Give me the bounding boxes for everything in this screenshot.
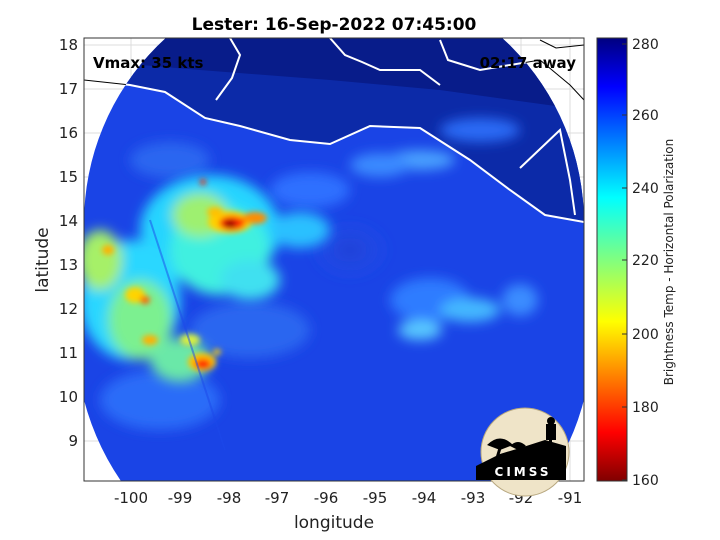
x-tick-label: -97 (265, 489, 290, 507)
x-tick-label: -93 (461, 489, 486, 507)
vmax-label: Vmax: 35 kts (93, 54, 203, 72)
logo-text: CIMSS (495, 465, 552, 479)
y-tick-label: 13 (59, 256, 78, 274)
x-tick-label: -91 (558, 489, 583, 507)
x-tick-label: -95 (363, 489, 388, 507)
microwave-swath (84, 37, 585, 481)
y-tick-label: 10 (59, 388, 78, 406)
cimss-logo: CIMSS (476, 407, 570, 497)
colorbar-tick-label: 200 (632, 327, 659, 343)
x-axis-label: longitude (294, 513, 374, 533)
time-away-label: 02:17 away (480, 54, 577, 72)
colorbar-tick-label: 180 (632, 400, 659, 416)
x-tick-label: -96 (314, 489, 339, 507)
y-tick-label: 12 (59, 300, 78, 318)
plot-border (83, 37, 585, 482)
y-tick-label: 11 (59, 344, 78, 362)
colorbar-tick-label: 240 (632, 181, 659, 197)
x-tick-label: -99 (168, 489, 193, 507)
colorbar-tick-label: 280 (632, 37, 659, 53)
y-tick-label: 15 (59, 168, 78, 186)
colorbar-tick-label: 260 (632, 108, 659, 124)
chart-title: Lester: 16-Sep-2022 07:45:00 (192, 15, 477, 35)
colorbar-tick-label: 220 (632, 253, 659, 269)
y-axis: 18 17 16 15 14 13 12 11 10 9 (59, 36, 78, 450)
y-tick-label: 17 (59, 80, 78, 98)
x-tick-label: -98 (217, 489, 242, 507)
y-axis-label: latitude (33, 227, 53, 292)
x-tick-label: -100 (114, 489, 148, 507)
colorbar-tick-label: 160 (632, 473, 659, 489)
y-tick-label: 14 (59, 212, 78, 230)
y-tick-label: 18 (59, 36, 78, 54)
y-tick-label: 9 (68, 432, 78, 450)
x-axis: -100 -99 -98 -97 -96 -95 -94 -93 -92 -91 (114, 489, 582, 507)
y-tick-label: 16 (59, 124, 78, 142)
x-tick-label: -94 (412, 489, 437, 507)
colorbar-label: Brightness Temp - Horizontal Polarizatio… (662, 139, 676, 386)
colorbar: 280 260 240 220 200 180 160 Brightness T… (596, 37, 676, 489)
